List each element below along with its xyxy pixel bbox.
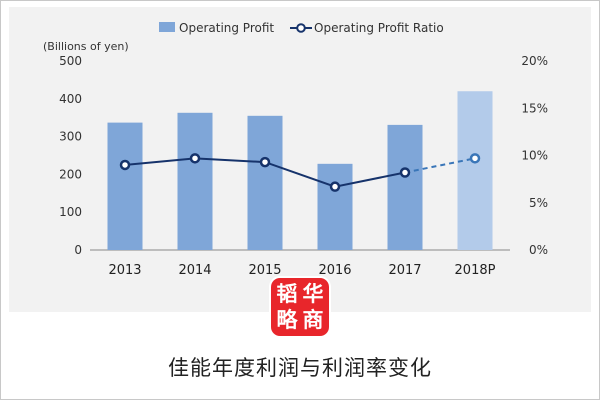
y-tick-label: 500 xyxy=(59,54,82,68)
logo-glyph: 商 xyxy=(302,308,324,332)
y2-tick-label: 0% xyxy=(529,243,548,257)
y-tick-label: 0 xyxy=(74,243,82,257)
logo-glyph: 略 xyxy=(276,308,298,332)
ratio-point-2016 xyxy=(329,181,341,192)
y-tick-label: 400 xyxy=(59,92,82,106)
y-tick-label: 100 xyxy=(59,205,82,219)
x-tick-label: 2017 xyxy=(388,263,421,278)
x-tick-label: 2015 xyxy=(248,263,281,278)
legend-label-operating-profit: Operating Profit xyxy=(179,21,274,35)
bar-2018P xyxy=(457,91,493,251)
y-axis-ticks: 0 100 200 300 400 500 xyxy=(59,54,82,257)
bar-2017 xyxy=(387,124,423,250)
x-tick-label: 2016 xyxy=(318,263,351,278)
caption: 佳能年度利润与利润率变化 xyxy=(168,356,432,380)
logo-text: 韬华略商 xyxy=(271,278,329,336)
logo: 韬华略商 xyxy=(271,278,329,336)
ratio-line-forecast xyxy=(404,157,476,174)
bar-2015 xyxy=(247,115,283,250)
legend-marker-operating-profit-ratio xyxy=(296,23,306,33)
y2-tick-label: 15% xyxy=(521,101,548,115)
logo-glyph: 华 xyxy=(302,282,324,306)
y-tick-label: 300 xyxy=(59,130,82,144)
y2-axis-ticks: 0% 5% 10% 15% 20% xyxy=(521,54,548,257)
x-tick-label: 2013 xyxy=(108,263,141,278)
y-axis-label: (Billions of yen) xyxy=(43,40,129,53)
ratio-point-2013 xyxy=(119,159,131,171)
legend-swatch-operating-profit xyxy=(159,22,175,32)
x-tick-label: 2018P xyxy=(455,263,496,278)
chart: Operating Profit Operating Profit Ratio … xyxy=(43,21,548,278)
y2-tick-label: 20% xyxy=(521,54,548,68)
bar-2016 xyxy=(317,163,353,250)
legend-label-operating-profit-ratio: Operating Profit Ratio xyxy=(314,21,444,35)
bar-2014 xyxy=(177,112,213,250)
ratio-point-2015 xyxy=(259,156,271,168)
x-axis-ticks: 2013 2014 2015 2016 2017 2018P xyxy=(108,263,495,278)
logo-glyph: 韬 xyxy=(276,282,298,306)
y2-tick-label: 10% xyxy=(521,149,548,163)
chart-panel xyxy=(9,7,591,312)
chart-legend: Operating Profit Operating Profit Ratio xyxy=(159,21,444,35)
bar-2013 xyxy=(107,122,143,250)
ratio-point-2017 xyxy=(399,167,411,178)
y-tick-label: 200 xyxy=(59,167,82,181)
x-tick-label: 2014 xyxy=(178,263,211,278)
y2-tick-label: 5% xyxy=(529,196,548,210)
ratio-line xyxy=(119,153,481,192)
ratio-point-2018P xyxy=(469,153,481,164)
bars xyxy=(107,91,493,251)
ratio-point-2014 xyxy=(189,153,201,164)
